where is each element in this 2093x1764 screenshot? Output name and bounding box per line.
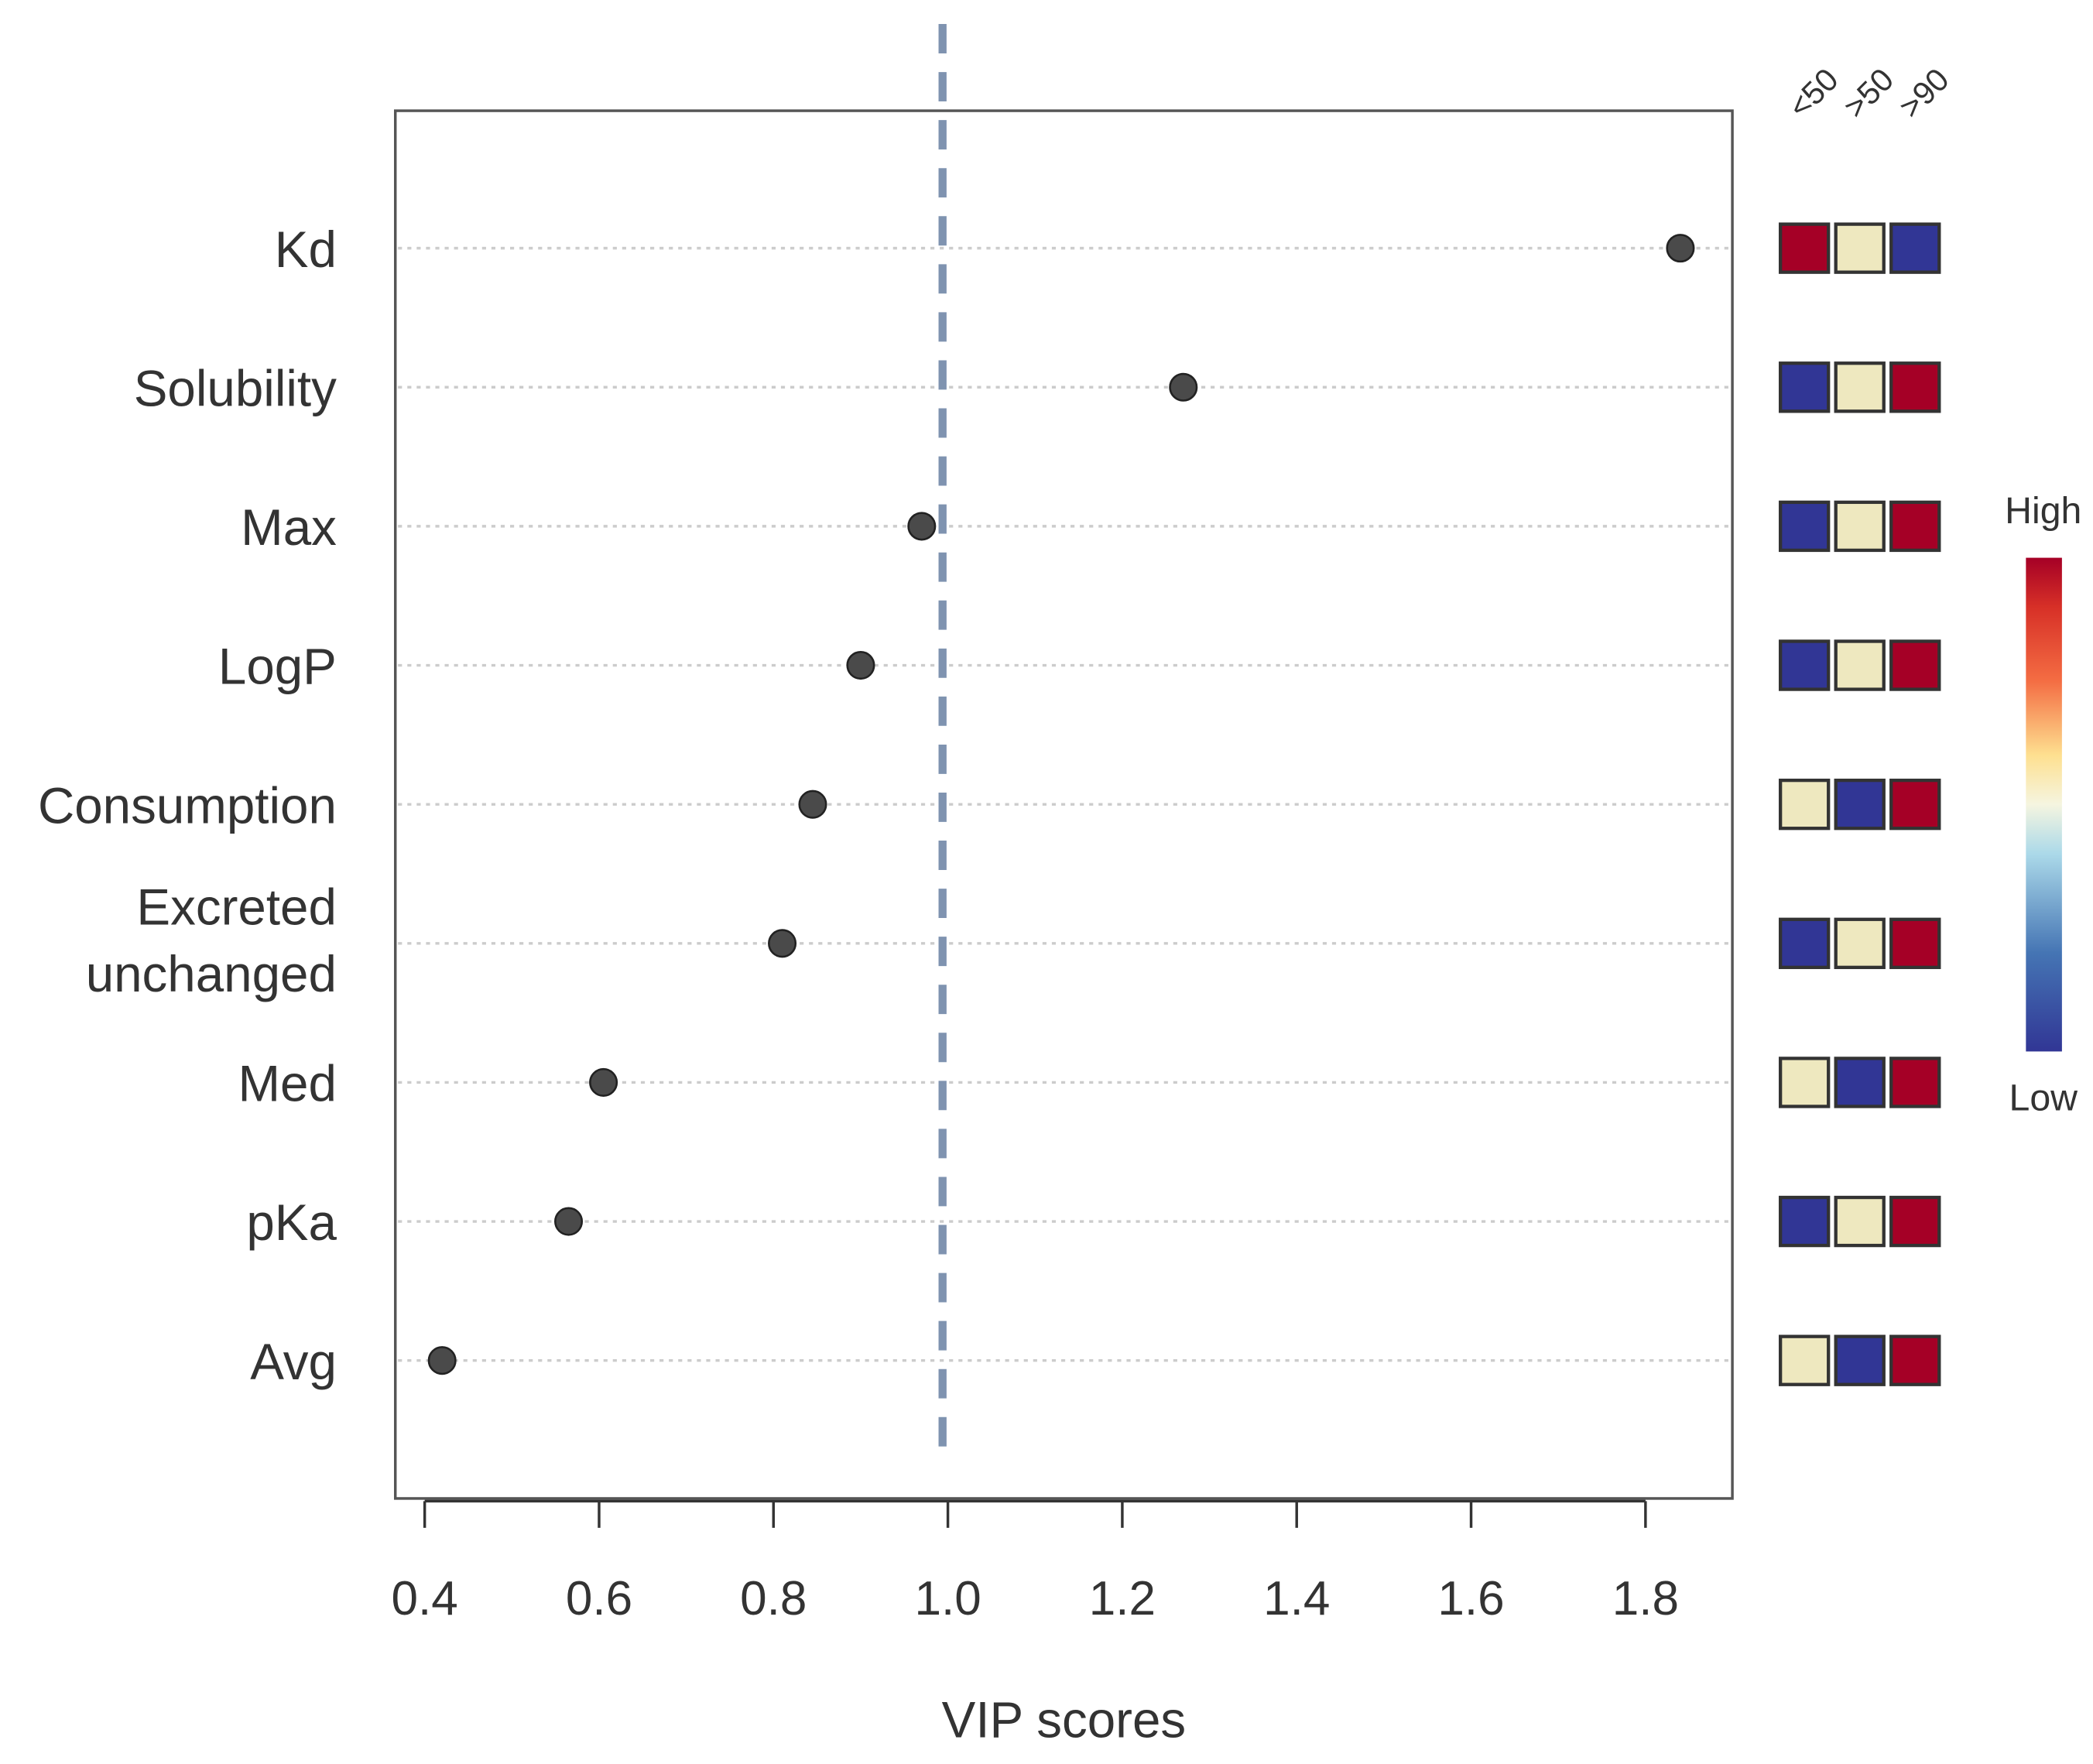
heatmap-cell-low	[1778, 639, 1831, 691]
heatmap	[1778, 222, 1941, 1386]
y-tick-label: pKa	[246, 1194, 337, 1251]
data-point	[1666, 234, 1695, 263]
data-point	[798, 790, 827, 819]
heatmap-cell-mid	[1834, 222, 1886, 274]
y-tick-label: Max	[241, 499, 337, 556]
data-point	[907, 512, 937, 541]
heatmap-cell-low	[1778, 500, 1831, 553]
heatmap-cell-mid	[1834, 500, 1886, 553]
heatmap-cell-high	[1889, 361, 1941, 413]
y-tick-label: Med	[238, 1056, 336, 1112]
heatmap-column-header: <50	[1782, 61, 1845, 125]
heatmap-cell-low	[1778, 361, 1831, 413]
gridlines	[398, 246, 1730, 1362]
heatmap-cell-low	[1889, 222, 1941, 274]
data-point	[1169, 372, 1198, 402]
data-point	[846, 651, 875, 680]
x-tick-label: 1.6	[1437, 1572, 1504, 1625]
heatmap-cell-high	[1889, 778, 1941, 831]
heatmap-cell-high	[1889, 500, 1941, 553]
y-tick-label: Kd	[275, 221, 337, 278]
heatmap-cell-mid	[1834, 361, 1886, 413]
heatmap-cell-mid	[1778, 1057, 1831, 1108]
points	[427, 234, 1695, 1375]
x-tick-label: 0.8	[740, 1572, 807, 1625]
heatmap-cell-high	[1778, 222, 1831, 274]
heatmap-column-headers: <50>50>90	[1782, 61, 1956, 125]
heatmap-cell-mid	[1778, 1334, 1831, 1386]
data-point	[427, 1346, 457, 1375]
heatmap-cell-high	[1889, 1334, 1941, 1386]
heatmap-cell-low	[1834, 778, 1886, 831]
heatmap-cell-mid	[1834, 1195, 1886, 1248]
heatmap-cell-low	[1778, 1195, 1831, 1248]
data-point	[589, 1067, 618, 1097]
heatmap-cell-high	[1889, 917, 1941, 969]
plot-frame	[394, 109, 1734, 1500]
heatmap-cell-low	[1834, 1057, 1886, 1108]
heatmap-cell-low	[1778, 917, 1831, 969]
x-tick-label: 0.6	[566, 1572, 632, 1625]
x-tick-label: 0.4	[392, 1572, 458, 1625]
x-axis-title: VIP scores	[942, 1692, 1187, 1749]
x-axis: 0.4 0.6 0.8 1.0 1.2 1.4 1.6 1.8	[392, 1499, 1679, 1625]
data-point	[554, 1207, 584, 1236]
y-tick-label: unchanged	[86, 946, 337, 1002]
heatmap-column-header: >50	[1837, 61, 1900, 125]
heatmap-column-header: >90	[1893, 61, 1956, 125]
heatmap-cell-low	[1834, 1334, 1886, 1386]
y-tick-label: Consumption	[38, 777, 337, 834]
heatmap-cell-high	[1889, 1057, 1941, 1108]
x-tick-label: 1.0	[914, 1572, 981, 1625]
colorbar-low-label: Low	[2009, 1077, 2078, 1118]
data-point	[768, 929, 797, 958]
colorbar-high-label: High	[2005, 490, 2081, 532]
colorbar	[2026, 557, 2062, 1052]
heatmap-cell-high	[1889, 639, 1941, 691]
heatmap-cell-mid	[1834, 639, 1886, 691]
heatmap-cell-high	[1889, 1195, 1941, 1248]
x-tick-label: 1.4	[1263, 1572, 1330, 1625]
y-axis-labels: Kd Solubility Max LogP Consumption Excreted un…	[38, 221, 337, 1390]
x-tick-label: 1.8	[1612, 1572, 1679, 1625]
heatmap-cell-mid	[1778, 778, 1831, 831]
y-tick-label: Avg	[250, 1334, 337, 1390]
y-tick-label: LogP	[218, 639, 337, 695]
heatmap-cell-mid	[1834, 917, 1886, 969]
x-tick-label: 1.2	[1089, 1572, 1156, 1625]
y-tick-label: Solubility	[134, 360, 337, 416]
y-tick-label: Excreted	[136, 879, 336, 936]
